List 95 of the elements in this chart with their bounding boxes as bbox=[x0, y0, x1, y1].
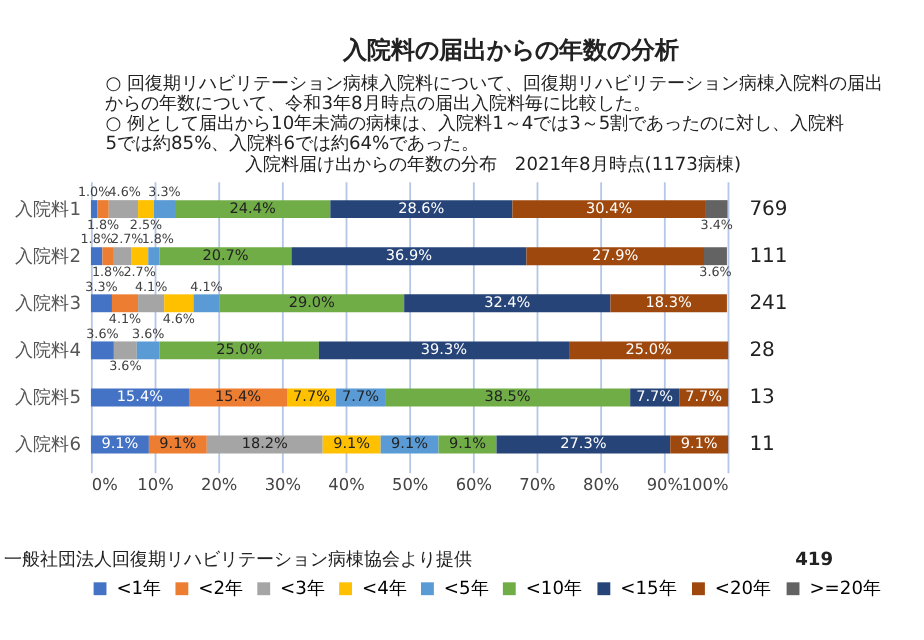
data-label: 9.1% bbox=[159, 434, 197, 453]
legend-label: <2年 bbox=[198, 578, 244, 601]
x-tick-label: 70% bbox=[519, 473, 557, 494]
legend-label: <15年 bbox=[620, 578, 677, 601]
x-tick-label: 10% bbox=[137, 473, 175, 494]
bar bbox=[330, 200, 513, 219]
x-tick-label: 20% bbox=[201, 473, 238, 494]
bar bbox=[404, 294, 611, 313]
x-tick-label: 90% bbox=[646, 473, 684, 494]
bar bbox=[90, 341, 114, 360]
data-label: 38.5% bbox=[484, 387, 531, 406]
bar bbox=[526, 247, 704, 266]
bar bbox=[136, 341, 160, 360]
bar bbox=[111, 294, 139, 313]
bar bbox=[131, 247, 149, 266]
data-label: 9.1% bbox=[391, 434, 429, 453]
bar bbox=[148, 247, 160, 266]
bar bbox=[704, 247, 727, 266]
y-tick-label: 入院料3 bbox=[15, 292, 82, 315]
x-tick-label: 60% bbox=[455, 473, 493, 494]
bar bbox=[138, 294, 165, 313]
legend-label: <10年 bbox=[525, 578, 583, 601]
legend-label: >=20年 bbox=[809, 578, 881, 601]
bar bbox=[102, 247, 114, 266]
data-label: 15.4% bbox=[214, 387, 262, 406]
text: 419 bbox=[795, 551, 834, 572]
x-tick-label: 40% bbox=[328, 473, 366, 494]
bar bbox=[291, 247, 527, 266]
bar bbox=[164, 294, 194, 313]
x-tick-label: 0% bbox=[91, 473, 119, 494]
legend-label: <20年 bbox=[714, 578, 772, 601]
data-label: 32.4% bbox=[484, 292, 531, 311]
data-label: 28.6% bbox=[398, 198, 445, 217]
bar bbox=[569, 341, 729, 360]
text: 11 bbox=[749, 434, 775, 457]
text: ○ 例として届出から10年未満の病棟は、入院料1～4では3～5割であったのに対し、入院料5では約85%、入院料6では約64%であった。 bbox=[105, 112, 845, 155]
bar bbox=[113, 247, 132, 266]
bar bbox=[705, 200, 728, 219]
x-tick-label: 30% bbox=[264, 473, 302, 494]
text: 28 bbox=[749, 339, 775, 362]
data-label: 27.9% bbox=[592, 245, 639, 264]
bar bbox=[90, 294, 112, 313]
y-tick-label: 入院料4 bbox=[15, 339, 82, 362]
data-label: 20.7% bbox=[202, 245, 249, 264]
bar bbox=[90, 247, 103, 266]
bar bbox=[159, 341, 319, 360]
bar bbox=[153, 200, 175, 219]
data-label: 7.7% bbox=[685, 387, 723, 406]
x-tick-label: 100% bbox=[681, 473, 729, 494]
legend-label: <3年 bbox=[280, 578, 325, 601]
data-label: 30.4% bbox=[586, 198, 633, 217]
bar bbox=[512, 200, 706, 219]
text: 111 bbox=[749, 245, 788, 268]
bar bbox=[90, 200, 98, 219]
data-label: 7.7% bbox=[293, 387, 331, 406]
data-label: 18.2% bbox=[241, 434, 288, 453]
bar bbox=[219, 294, 405, 313]
data-label: 25.0% bbox=[216, 340, 263, 359]
data-label: 9.1% bbox=[680, 434, 718, 453]
data-label: 9.1% bbox=[449, 434, 487, 453]
x-tick-label: 80% bbox=[582, 473, 620, 494]
data-label: 7.7% bbox=[636, 387, 674, 406]
bar bbox=[108, 200, 139, 219]
legend-label: <5年 bbox=[443, 578, 489, 601]
x-tick-label: 50% bbox=[391, 473, 429, 494]
text: ○ 回復期リハビリテーション病棟入院料について、回復期リハビリテーション病棟入院料の届出からの年数について、令和3年8月時点の届出入院料毎に比較した。 bbox=[105, 72, 884, 115]
legend-label: <4年 bbox=[361, 578, 407, 601]
data-label: 9.1% bbox=[101, 434, 139, 453]
chart-subtitle: 入院料届け出からの年数の分布 2021年8月時点(1173病棟) bbox=[244, 154, 741, 177]
bar bbox=[97, 200, 109, 219]
legend-label: <1年 bbox=[116, 578, 162, 601]
data-label: 15.4% bbox=[116, 387, 164, 406]
text: 13 bbox=[749, 386, 775, 409]
chart-title: 入院料の届出からの年数の分析 bbox=[341, 35, 680, 64]
y-tick-label: 入院料5 bbox=[15, 386, 81, 409]
data-label: 36.9% bbox=[385, 245, 433, 264]
data-label: 18.3% bbox=[645, 292, 692, 311]
data-label: 29.0% bbox=[288, 292, 336, 311]
bar bbox=[318, 341, 570, 360]
data-label: 27.3% bbox=[560, 434, 607, 453]
data-label: 24.4% bbox=[229, 198, 276, 217]
bar bbox=[113, 341, 137, 360]
y-tick-label: 入院料6 bbox=[15, 434, 82, 457]
text: 241 bbox=[749, 292, 788, 315]
text: 一般社団法人回復期リハビリテーション病棟協会より提供 bbox=[3, 549, 472, 572]
bar bbox=[193, 294, 220, 313]
y-tick-label: 入院料2 bbox=[15, 245, 81, 268]
data-label: 9.1% bbox=[333, 434, 371, 453]
data-label: 7.7% bbox=[342, 387, 380, 406]
y-tick-label: 入院料1 bbox=[15, 198, 81, 221]
bar bbox=[138, 200, 154, 219]
data-label: 39.3% bbox=[420, 340, 468, 359]
text: 769 bbox=[749, 198, 788, 221]
bar bbox=[174, 200, 331, 219]
data-label: 25.0% bbox=[625, 340, 672, 359]
